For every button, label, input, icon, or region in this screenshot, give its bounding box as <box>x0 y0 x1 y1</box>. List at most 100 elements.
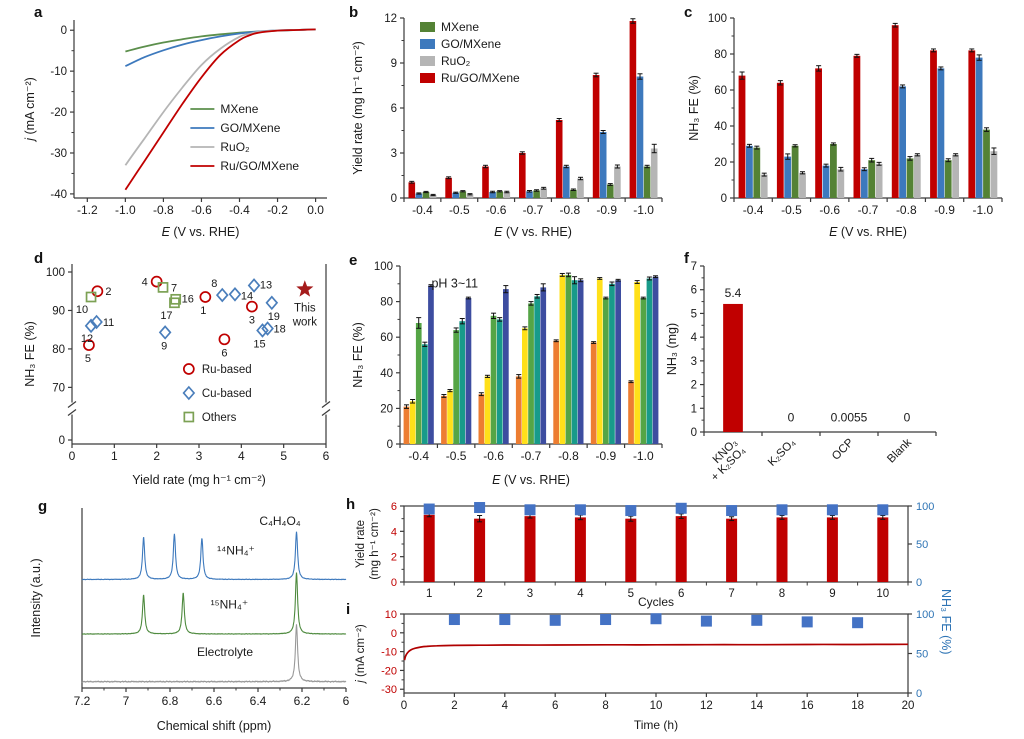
svg-text:7: 7 <box>728 588 734 600</box>
svg-text:Others: Others <box>202 412 237 424</box>
x-axis: -0.4 -0.5 -0.6 -0.7 -0.8 -0.9 -1.0 <box>399 443 663 463</box>
svg-text:pH 3~11: pH 3~11 <box>431 276 478 290</box>
svg-text:20: 20 <box>714 157 727 169</box>
svg-text:1: 1 <box>200 305 206 317</box>
svg-text:6.8: 6.8 <box>162 694 179 708</box>
svg-text:-10: -10 <box>50 66 67 78</box>
svg-text:20: 20 <box>902 700 915 712</box>
svg-text:0: 0 <box>391 628 397 640</box>
svg-text:100: 100 <box>46 267 65 279</box>
svg-text:0.0: 0.0 <box>307 203 324 217</box>
svg-text:3: 3 <box>691 356 697 368</box>
current-density-line <box>403 643 909 661</box>
svg-text:6: 6 <box>552 700 558 712</box>
svg-text:NH₃ (mg): NH₃ (mg) <box>665 323 679 375</box>
svg-text:0: 0 <box>916 688 922 700</box>
svg-text:10: 10 <box>650 700 663 712</box>
svg-text:15: 15 <box>253 338 265 350</box>
plot: 0 3 6 9 12 -0.4 -0.5 -0.6 -0.7 -0.8 -0.9 -1.0 MXene G… <box>351 13 663 239</box>
series-MXene <box>422 164 651 199</box>
panel-letter-e: e <box>349 252 358 269</box>
svg-text:14: 14 <box>750 700 763 712</box>
svg-text:1: 1 <box>691 403 697 415</box>
svg-text:Yield rate: Yield rate <box>355 520 367 568</box>
svg-text:2: 2 <box>476 588 482 600</box>
svg-text:5.4: 5.4 <box>725 286 742 300</box>
svg-text:4: 4 <box>238 449 245 463</box>
svg-text:0: 0 <box>61 25 67 37</box>
svg-text:NH₃ FE (%): NH₃ FE (%) <box>351 322 365 388</box>
svg-text:-0.4: -0.4 <box>743 203 764 217</box>
panel-letter-a: a <box>34 4 43 21</box>
svg-text:Chemical shift (ppm): Chemical shift (ppm) <box>157 719 272 733</box>
panel-letter-b: b <box>349 4 359 21</box>
legend: MXene GO/MXene RuO₂ Ru/GO/MXene <box>190 102 299 173</box>
svg-text:-1.0: -1.0 <box>115 203 136 217</box>
trace-¹⁵NH₄⁺ <box>81 572 347 635</box>
svg-text:9: 9 <box>391 58 397 70</box>
svg-text:Electrolyte: Electrolyte <box>197 645 253 659</box>
svg-text:Time (h): Time (h) <box>634 718 678 732</box>
svg-text:E (V vs. RHE): E (V vs. RHE) <box>492 473 570 487</box>
x-axis: 0 1 2 3 4 5 6 <box>69 443 330 463</box>
trace-¹⁴NH₄⁺ <box>81 531 347 581</box>
svg-text:10: 10 <box>76 304 88 316</box>
svg-text:E (V vs. RHE): E (V vs. RHE) <box>829 225 907 239</box>
fe-markers <box>423 502 889 517</box>
plot: 0 -10 -20 -30 -40 -1.2 -1.0 -0.8 -0.6 -0.4 -0.2 0.0… <box>23 20 327 239</box>
series-Ru/GO/MXene <box>408 18 637 199</box>
x-axis: -1.2 -1.0 -0.8 -0.6 -0.4 -0.2 0.0 <box>74 197 327 217</box>
svg-text:0: 0 <box>916 577 922 589</box>
trace-Electrolyte <box>81 624 347 684</box>
svg-text:18: 18 <box>851 700 864 712</box>
svg-text:10: 10 <box>385 609 397 621</box>
svg-text:0: 0 <box>59 435 65 447</box>
svg-text:-0.6: -0.6 <box>191 203 212 217</box>
series-GO/MXene <box>746 54 983 199</box>
svg-text:NH₃ FE (%): NH₃ FE (%) <box>687 75 701 141</box>
svg-text:work: work <box>292 316 318 328</box>
svg-text:5: 5 <box>280 449 287 463</box>
svg-text:Ru-based: Ru-based <box>202 364 252 376</box>
svg-text:8: 8 <box>779 588 785 600</box>
series-RuO₂ <box>429 143 658 199</box>
svg-text:3: 3 <box>196 449 203 463</box>
svg-text:-0.6: -0.6 <box>819 203 840 217</box>
panel-b-yield-rate-chart: 0 3 6 9 12 -0.4 -0.5 -0.6 -0.7 -0.8 -0.9 -1.0 MXene G… <box>351 13 663 239</box>
panel-letter-g: g <box>38 498 48 515</box>
series-s2 <box>415 272 647 444</box>
svg-text:12: 12 <box>384 13 397 25</box>
svg-text:100: 100 <box>916 609 934 621</box>
panel-g-nmr-spectra: 7.2 7 6.8 6.6 6.4 6.2 6 ¹⁴NH₄⁺ ¹⁵NH₄⁺ Electrolyte… <box>29 508 350 733</box>
panel-letter-d: d <box>34 250 44 267</box>
svg-text:100: 100 <box>374 261 393 273</box>
svg-text:-0.4: -0.4 <box>229 203 250 217</box>
svg-text:8: 8 <box>211 278 217 290</box>
svg-text:5: 5 <box>628 588 634 600</box>
svg-text:40: 40 <box>380 368 393 380</box>
svg-text:100: 100 <box>916 501 934 513</box>
svg-text:-10: -10 <box>381 647 397 659</box>
svg-text:6: 6 <box>391 501 397 513</box>
svg-text:20: 20 <box>380 403 393 415</box>
svg-text:1: 1 <box>426 588 432 600</box>
svg-text:3: 3 <box>249 315 255 327</box>
svg-text:Ru/GO/MXene: Ru/GO/MXene <box>220 159 299 173</box>
svg-text:6: 6 <box>323 449 330 463</box>
svg-text:5: 5 <box>691 308 697 320</box>
svg-text:E (V vs. RHE): E (V vs. RHE) <box>162 225 240 239</box>
svg-text:RuO₂: RuO₂ <box>441 54 471 68</box>
svg-text:4: 4 <box>691 332 698 344</box>
plot: 7.2 7 6.8 6.6 6.4 6.2 6 ¹⁴NH₄⁺ ¹⁵NH₄⁺ Electrolyte… <box>29 508 350 733</box>
plot: 0 20 40 60 80 100 -0.4 -0.5 -0.6 -0.7 -0.8 -0.9 -1.0… <box>687 13 1003 239</box>
svg-text:-0.6: -0.6 <box>483 449 504 463</box>
svg-text:6.6: 6.6 <box>206 694 223 708</box>
svg-text:12: 12 <box>81 333 93 345</box>
svg-text:RuO₂: RuO₂ <box>220 140 250 154</box>
svg-text:-0.5: -0.5 <box>446 449 467 463</box>
svg-text:-0.7: -0.7 <box>523 203 544 217</box>
svg-text:4: 4 <box>502 700 509 712</box>
svg-text:12: 12 <box>700 700 713 712</box>
